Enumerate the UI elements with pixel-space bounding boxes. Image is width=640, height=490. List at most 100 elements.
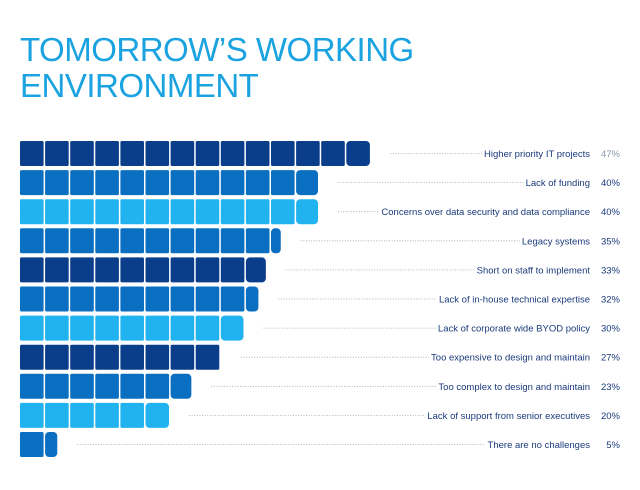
bar-segment xyxy=(220,257,245,283)
bar-segment xyxy=(145,141,170,166)
bar-segment xyxy=(45,344,69,370)
bar-segment xyxy=(195,141,220,166)
bar-segment xyxy=(195,286,220,312)
bar-segment xyxy=(170,257,195,283)
bar-segment xyxy=(120,344,144,370)
bar-segment xyxy=(170,344,195,370)
bar-segment xyxy=(120,286,144,312)
bar-segment xyxy=(120,141,144,166)
bar-segment xyxy=(95,402,119,428)
bar-segment xyxy=(120,228,144,254)
bar-segment xyxy=(170,286,195,312)
category-label: Lack of corporate wide BYOD policy xyxy=(438,324,590,335)
bar-segment xyxy=(95,286,119,312)
bar-segment xyxy=(70,315,94,341)
bar-segment xyxy=(70,141,94,166)
category-label: Higher priority IT projects xyxy=(484,149,590,160)
value-label: 20% xyxy=(601,411,621,422)
bar-segment xyxy=(120,257,144,283)
bar-segment xyxy=(195,257,220,283)
bar-segment xyxy=(95,373,119,399)
bar-segment xyxy=(45,402,69,428)
category-label: Legacy systems xyxy=(522,236,590,247)
bar-segment xyxy=(145,286,170,312)
bar-segment xyxy=(195,344,220,370)
bar-segment xyxy=(20,199,44,225)
bar-row: There are no challenges 5% xyxy=(20,432,621,457)
bar-segment xyxy=(45,199,69,225)
bar-segment xyxy=(296,170,318,196)
bar-segment xyxy=(220,286,245,312)
category-label: Lack of funding xyxy=(526,178,590,189)
bar-segment xyxy=(145,228,170,254)
bar-segment xyxy=(45,228,69,254)
bar-segment xyxy=(95,315,119,341)
bar-segment xyxy=(245,141,270,166)
bar-segment xyxy=(271,228,281,254)
bar-segment xyxy=(45,286,69,312)
bar-row: Lack of in-house technical expertise 32% xyxy=(20,286,621,312)
bar-segment xyxy=(95,344,119,370)
bar-segment xyxy=(145,170,170,196)
bar-segment xyxy=(20,373,44,399)
bar-segment xyxy=(145,257,170,283)
bar-segment xyxy=(170,141,195,166)
bar-segment xyxy=(45,141,69,166)
value-label: 5% xyxy=(606,440,620,451)
bar-segment xyxy=(70,286,94,312)
bar-segment xyxy=(70,199,94,225)
title-line-1: TOMORROW’S WORKING xyxy=(20,31,414,68)
value-label: 23% xyxy=(601,382,621,393)
bar-segment xyxy=(170,228,195,254)
category-label: Lack of support from senior executives xyxy=(427,411,590,422)
bar-row: Short on staff to implement 33% xyxy=(20,257,621,283)
bar-segment xyxy=(95,199,119,225)
category-label: Concerns over data security and data com… xyxy=(381,207,590,218)
bar-segment xyxy=(70,228,94,254)
bar-segment xyxy=(70,257,94,283)
bar-segment xyxy=(245,228,270,254)
value-label: 30% xyxy=(601,324,621,335)
bar-segment xyxy=(45,315,69,341)
bar-segment xyxy=(145,315,170,341)
bar-row: Lack of funding 40% xyxy=(20,170,621,196)
category-label: Too complex to design and maintain xyxy=(438,382,590,393)
bar-segment xyxy=(220,228,245,254)
category-label: Too expensive to design and maintain xyxy=(431,353,590,364)
title-line-2: ENVIRONMENT xyxy=(20,67,259,104)
bar-segment xyxy=(20,344,44,370)
bar-segment xyxy=(220,199,245,225)
bar-row: Concerns over data security and data com… xyxy=(20,199,621,225)
bar-segment xyxy=(170,199,195,225)
bar-segment xyxy=(45,432,58,457)
bar-segment xyxy=(195,170,220,196)
bar-row: Higher priority IT projects 47% xyxy=(20,141,621,166)
bar-segment xyxy=(20,141,44,166)
bar-segment xyxy=(296,199,318,225)
bar-segment xyxy=(20,402,44,428)
bar-segment xyxy=(321,141,345,166)
bar-segment xyxy=(195,199,220,225)
bar-segment xyxy=(170,170,195,196)
bar-segment xyxy=(70,373,94,399)
bar-segment xyxy=(95,170,119,196)
value-label: 40% xyxy=(601,178,621,189)
value-label: 40% xyxy=(601,207,621,218)
bar-segment xyxy=(220,315,244,341)
bar-segment xyxy=(120,373,144,399)
bar-segment xyxy=(245,199,270,225)
bar-row: Lack of support from senior executives 20… xyxy=(20,402,621,428)
bar-segment xyxy=(20,432,44,457)
bar-segment xyxy=(245,257,266,283)
bar-segment xyxy=(20,170,44,196)
bar-segment xyxy=(20,315,44,341)
bar-segment xyxy=(120,170,144,196)
bar-row: Too expensive to design and maintain 27% xyxy=(20,344,621,370)
bar-segment xyxy=(346,141,370,166)
bar-segment xyxy=(170,315,195,341)
bar-segment xyxy=(120,315,144,341)
bar-segment xyxy=(195,228,220,254)
bar-segment xyxy=(145,344,170,370)
bar-row: Legacy systems 35% xyxy=(20,228,621,254)
bar-segment xyxy=(70,344,94,370)
